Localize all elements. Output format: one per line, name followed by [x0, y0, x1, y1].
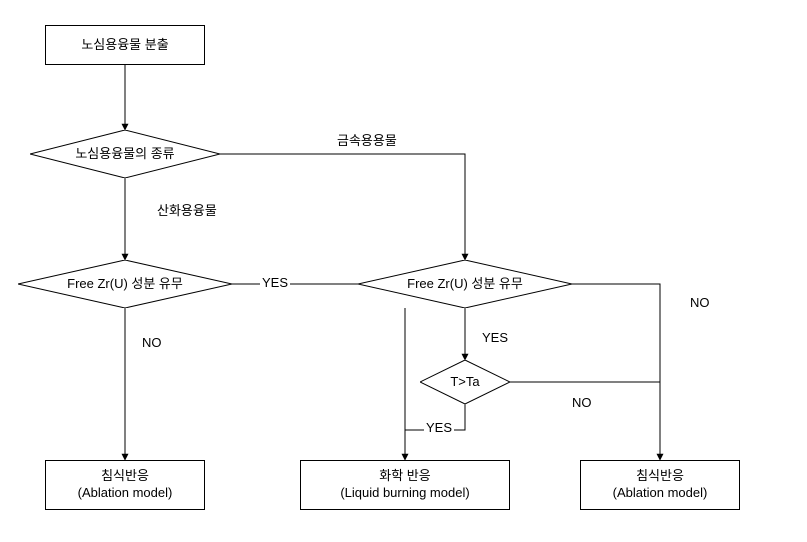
edge-label-yes-3: YES: [424, 420, 454, 435]
node-ablation-left-label: 침식반응 (Ablation model): [78, 468, 173, 502]
node-decision-free-left: Free Zr(U) 성분 유무: [18, 260, 232, 308]
edge-label-no-2: NO: [688, 295, 712, 310]
node-start: 노심용융물 분출: [45, 25, 205, 65]
node-liquid-burning-label: 화학 반응 (Liquid burning model): [340, 468, 469, 502]
node-decision-type-label: 노심용융물의 종류: [69, 146, 180, 163]
node-ablation-right-label: 침식반응 (Ablation model): [613, 468, 708, 502]
node-decision-type: 노심용융물의 종류: [30, 130, 220, 178]
edge-label-oxide: 산화용융물: [155, 200, 219, 219]
node-ablation-left: 침식반응 (Ablation model): [45, 460, 205, 510]
node-decision-tta-label: T>Ta: [444, 374, 485, 391]
edge-label-metal: 금속용용물: [335, 130, 399, 149]
edge-label-no-3: NO: [570, 395, 594, 410]
flowchart-canvas: 노심용융물 분출 노심용융물의 종류 Free Zr(U) 성분 유무 Free…: [0, 0, 807, 542]
node-decision-free-left-label: Free Zr(U) 성분 유무: [61, 276, 189, 293]
node-decision-free-right-label: Free Zr(U) 성분 유무: [401, 276, 529, 293]
node-start-label: 노심용융물 분출: [81, 37, 168, 54]
node-decision-tta: T>Ta: [420, 360, 510, 404]
node-ablation-right: 침식반응 (Ablation model): [580, 460, 740, 510]
edge-label-yes-1: YES: [260, 275, 290, 290]
edge-label-yes-2: YES: [480, 330, 510, 345]
edge-label-no-1: NO: [140, 335, 164, 350]
node-liquid-burning: 화학 반응 (Liquid burning model): [300, 460, 510, 510]
node-decision-free-right: Free Zr(U) 성분 유무: [358, 260, 572, 308]
